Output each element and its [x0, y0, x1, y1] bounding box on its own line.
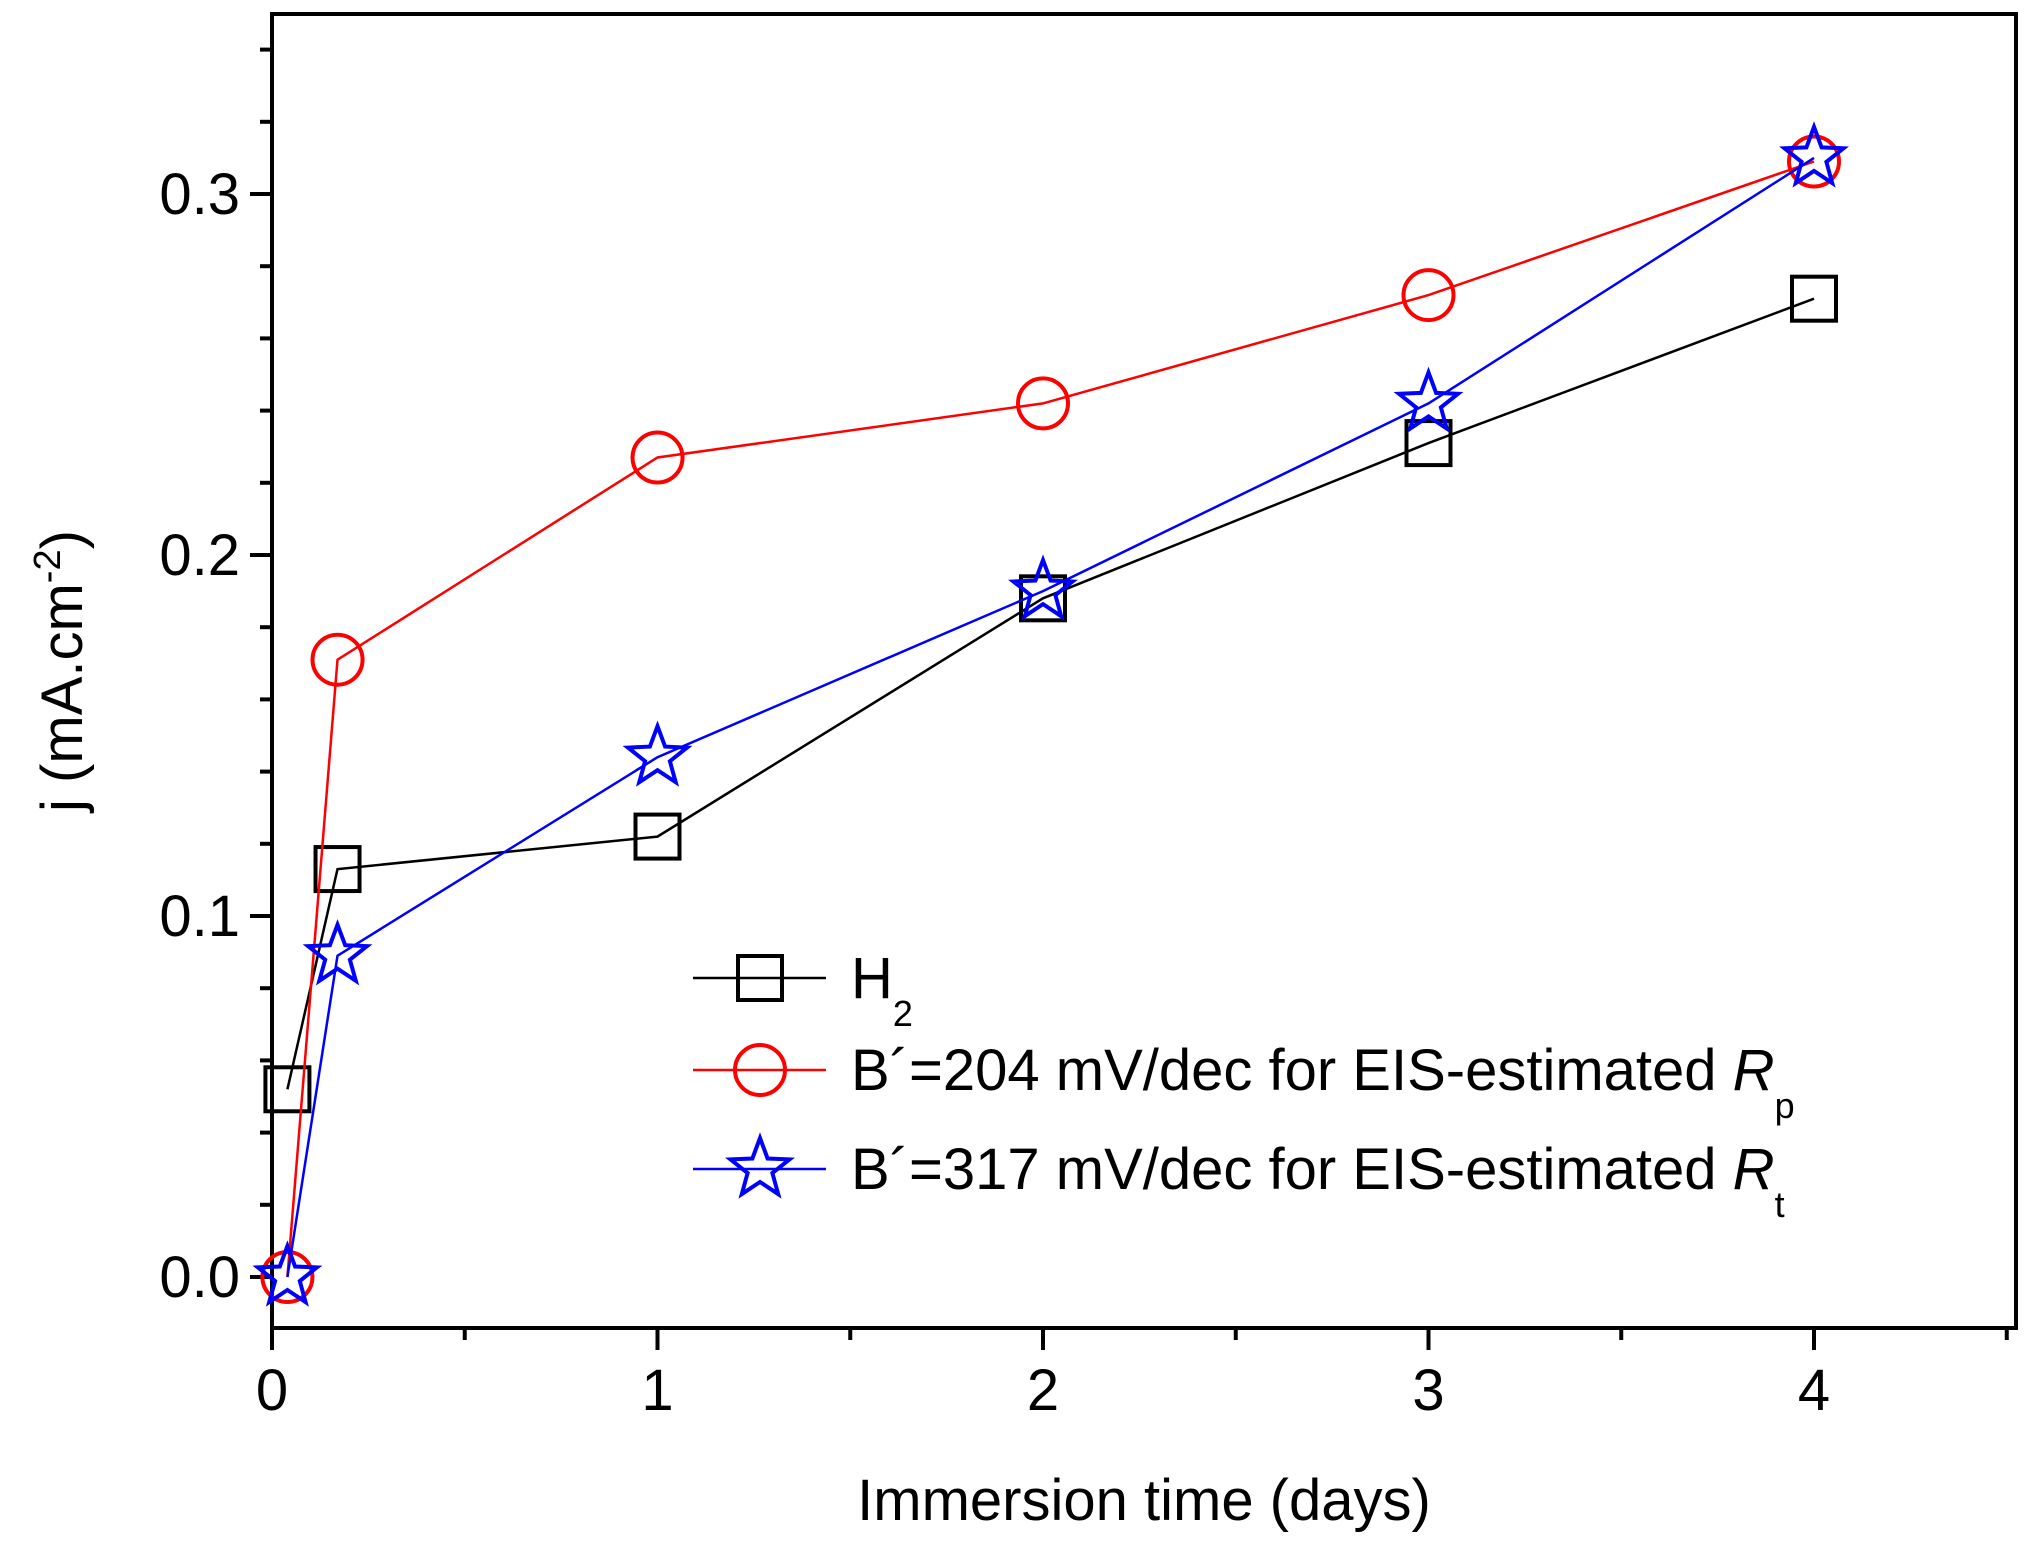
legend-label-subscript: p — [1775, 1085, 1795, 1126]
data-point-circle — [1016, 376, 1070, 431]
data-point-star — [1008, 554, 1078, 621]
legend-item: B´=204 mV/dec for EIS-estimated Rp — [693, 1038, 1795, 1126]
series-square — [263, 274, 1838, 1114]
y-tick-label: 0.3 — [159, 162, 240, 227]
data-point-star — [1779, 121, 1849, 188]
legend-label: H2 — [851, 946, 913, 1034]
legend-marker-circle — [733, 1043, 787, 1097]
legend-label-text: B´=204 mV/dec for EIS-estimated — [851, 1038, 1733, 1103]
series-line — [286, 160, 1815, 1278]
axis-ticks — [250, 47, 2009, 1350]
legend-marker-square — [736, 954, 784, 1002]
x-tick-label: 0 — [256, 1358, 288, 1423]
data-point-circle — [260, 1250, 315, 1304]
data-point-circle — [310, 632, 365, 687]
legend-item: B´=317 mV/dec for EIS-estimated Rt — [693, 1132, 1785, 1225]
data-point-circle — [1787, 134, 1841, 189]
y-axis-title-main: j (mA.cm — [30, 583, 95, 814]
y-axis-title-exponent: -2 — [27, 549, 69, 583]
y-axis-title-close: ) — [30, 530, 95, 549]
y-tick-label: 0.1 — [159, 884, 240, 949]
legend-label: B´=204 mV/dec for EIS-estimated Rp — [851, 1038, 1795, 1126]
y-tick-label: 0.2 — [159, 523, 240, 588]
y-tick-label: 0.0 — [159, 1245, 240, 1310]
axis-tick-labels: 0 1 2 3 4 0.0 0.1 0.2 0.3 — [159, 162, 1830, 1423]
data-point-star — [302, 918, 373, 986]
x-tick-label: 3 — [1412, 1358, 1444, 1423]
data-point-square — [1790, 274, 1838, 323]
plot-frame — [270, 12, 2018, 1330]
legend-label-subscript: t — [1775, 1184, 1785, 1225]
data-point-square — [1019, 574, 1067, 623]
series-line — [286, 297, 1815, 1090]
series-line — [286, 156, 1815, 1278]
x-tick-label: 1 — [641, 1358, 673, 1423]
data-point-circle — [630, 430, 685, 485]
legend-label-text: H — [851, 946, 893, 1011]
data-point-square — [263, 1065, 312, 1114]
y-axis-title: j (mA.cm-2) — [27, 530, 95, 814]
x-tick-label: 2 — [1027, 1358, 1059, 1423]
series-circle — [260, 134, 1841, 1304]
data-point-circle — [1401, 268, 1456, 323]
data-point-square — [313, 845, 362, 894]
data-point-star — [1393, 366, 1464, 434]
legend: H2B´=204 mV/dec for EIS-estimated Rp B´=3… — [693, 946, 1795, 1225]
series-star — [252, 121, 1849, 1307]
legend-label: B´=317 mV/dec for EIS-estimated Rt — [851, 1137, 1785, 1225]
data-point-square — [633, 812, 682, 861]
legend-item: H2 — [693, 946, 913, 1034]
data-point-star — [252, 1240, 323, 1307]
data-point-star — [622, 720, 693, 787]
legend-label-italic: R — [1733, 1038, 1775, 1103]
x-axis-title: Immersion time (days) — [857, 1468, 1431, 1533]
legend-marker-star — [725, 1132, 795, 1199]
x-tick-label: 4 — [1798, 1358, 1830, 1423]
legend-label-text: B´=317 mV/dec for EIS-estimated — [851, 1137, 1733, 1202]
series-layer — [252, 121, 1849, 1307]
legend-label-italic: R — [1733, 1137, 1775, 1202]
legend-label-subscript: 2 — [893, 993, 913, 1034]
data-point-square — [1404, 419, 1453, 468]
